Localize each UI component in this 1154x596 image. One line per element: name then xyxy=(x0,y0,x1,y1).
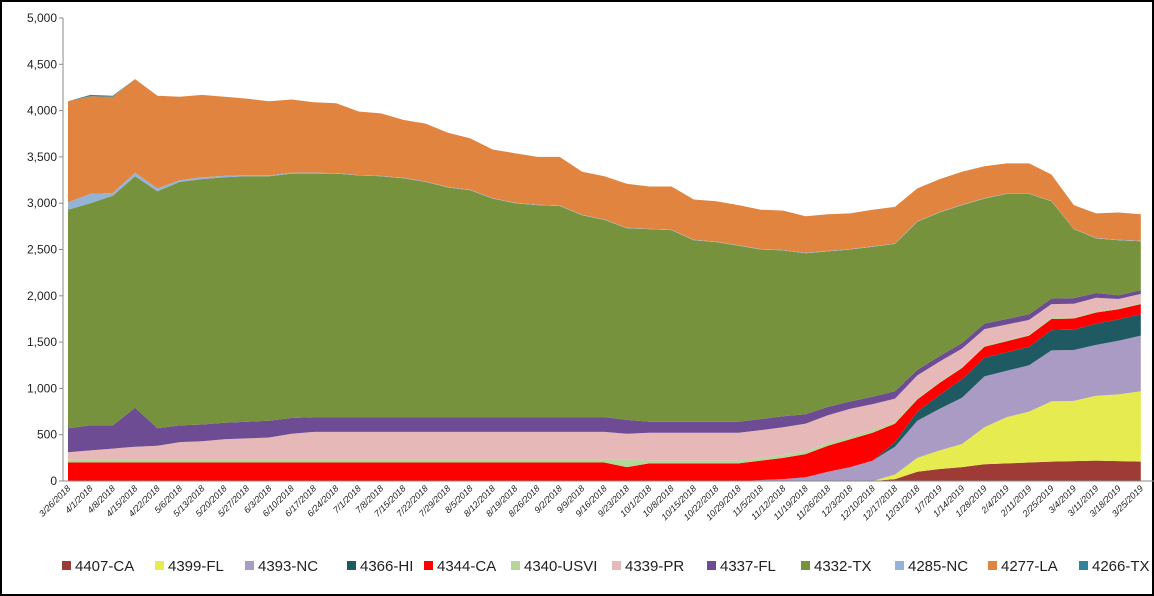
legend-swatch xyxy=(1079,561,1088,570)
legend-label: 4399-FL xyxy=(168,558,224,575)
area xyxy=(68,79,1141,253)
plot-area xyxy=(68,79,1141,481)
y-tick-label: 3,500 xyxy=(27,150,57,164)
legend-label: 4407-CA xyxy=(75,558,134,575)
y-tick-label: 4,000 xyxy=(27,104,57,118)
legend-swatch xyxy=(62,561,71,570)
area xyxy=(68,293,1141,461)
legend-label: 4285-NC xyxy=(908,558,968,575)
legend-label: 4393-NC xyxy=(258,558,318,575)
legend-swatch xyxy=(707,561,716,570)
legend-label: 4344-CA xyxy=(437,558,496,575)
legend-label: 4337-FL xyxy=(720,558,776,575)
area xyxy=(68,173,1141,429)
y-tick-label: 2,500 xyxy=(27,243,57,257)
legend-swatch xyxy=(155,561,164,570)
legend-swatch xyxy=(801,561,810,570)
legend-swatch xyxy=(895,561,904,570)
y-tick-label: 500 xyxy=(37,428,57,442)
y-tick-label: 3,000 xyxy=(27,196,57,210)
y-tick-label: 5,000 xyxy=(27,11,57,25)
y-tick-label: 4,500 xyxy=(27,57,57,71)
legend-label: 4366-HI xyxy=(360,558,413,575)
legend-label: 4277-LA xyxy=(1001,558,1058,575)
y-tick-label: 2,000 xyxy=(27,289,57,303)
area xyxy=(68,304,1141,481)
y-tick-label: 0 xyxy=(50,474,57,488)
y-tick-label: 1,500 xyxy=(27,335,57,349)
y-tick-label: 1,000 xyxy=(27,381,57,395)
legend-swatch xyxy=(511,561,520,570)
legend-swatch xyxy=(245,561,254,570)
legend-swatch xyxy=(347,561,356,570)
legend-label: 4339-PR xyxy=(625,558,684,575)
legend-label: 4266-TX xyxy=(1092,558,1150,575)
legend-swatch xyxy=(424,561,433,570)
legend-label: 4340-USVI xyxy=(524,558,597,575)
area xyxy=(68,460,1141,481)
legend-swatch xyxy=(988,561,997,570)
area xyxy=(68,290,1141,453)
legend-swatch xyxy=(612,561,621,570)
legend-label: 4332-TX xyxy=(814,558,872,575)
